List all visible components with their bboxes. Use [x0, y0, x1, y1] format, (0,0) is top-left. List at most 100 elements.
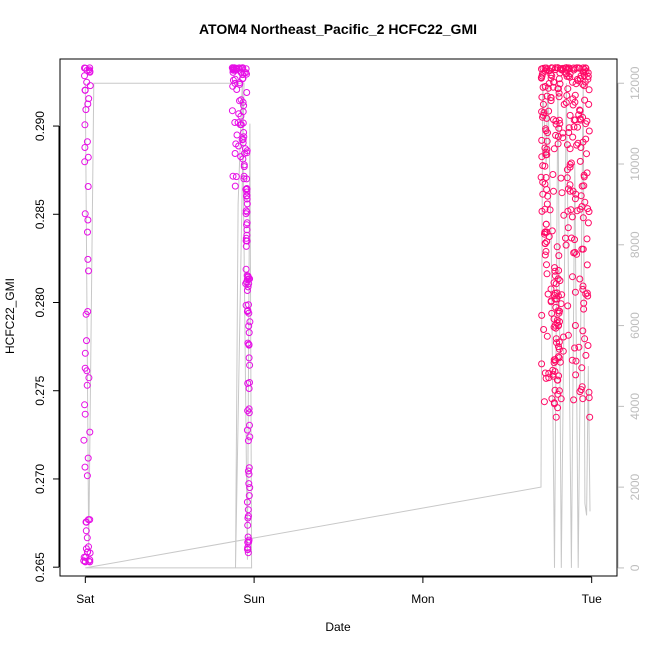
- data-point: [566, 73, 574, 81]
- data-point: [233, 131, 241, 139]
- data-point: [557, 395, 565, 403]
- x-tick-label: Sat: [76, 592, 95, 606]
- data-point: [538, 311, 546, 319]
- data-point: [83, 337, 90, 345]
- data-point: [82, 545, 90, 553]
- data-point: [570, 123, 578, 131]
- data-point: [243, 185, 251, 193]
- data-point: [541, 251, 549, 259]
- data-point: [581, 335, 589, 343]
- data-point: [240, 161, 248, 169]
- data-point: [571, 65, 579, 73]
- data-point: [245, 405, 253, 413]
- data-point: [246, 361, 254, 369]
- data-point: [243, 195, 251, 203]
- data-point: [545, 107, 553, 115]
- data-point: [576, 157, 584, 165]
- data-point: [568, 356, 576, 364]
- data-point: [564, 64, 572, 72]
- data-point: [547, 94, 555, 101]
- data-point: [555, 89, 563, 97]
- data-point: [243, 426, 251, 434]
- data-point: [243, 200, 251, 208]
- data-point: [579, 395, 587, 403]
- data-point: [542, 64, 550, 72]
- data-point: [546, 206, 554, 214]
- data-point: [563, 92, 571, 99]
- data-point: [584, 72, 592, 80]
- data-point: [576, 275, 584, 283]
- data-point: [584, 219, 592, 227]
- data-point: [244, 307, 252, 315]
- data-point: [245, 280, 253, 288]
- data-point: [538, 360, 546, 368]
- data-point: [233, 86, 241, 93]
- data-point: [231, 119, 239, 126]
- data-point: [86, 64, 94, 72]
- data-point: [84, 548, 92, 556]
- data-point: [241, 145, 249, 153]
- data-point: [585, 394, 593, 402]
- data-point: [85, 557, 93, 565]
- chart-title: ATOM4 Northeast_Pacific_2 HCFC22_GMI: [199, 21, 477, 37]
- data-point: [245, 538, 253, 546]
- data-point: [539, 83, 547, 91]
- data-point: [82, 527, 90, 535]
- data-point: [540, 326, 548, 333]
- data-point: [562, 241, 570, 249]
- data-point: [245, 492, 253, 500]
- y2-tick-label: 8000: [628, 231, 642, 258]
- data-point: [83, 78, 91, 86]
- data-point: [246, 484, 254, 492]
- data-point: [571, 344, 579, 352]
- data-point: [552, 117, 560, 125]
- data-point: [550, 145, 558, 153]
- data-point: [555, 267, 563, 274]
- data-point: [559, 347, 567, 355]
- data-point: [564, 185, 572, 193]
- data-point: [554, 275, 562, 283]
- data-point: [537, 173, 545, 181]
- data-point: [242, 207, 250, 215]
- data-point: [562, 99, 570, 107]
- data-point: [556, 65, 564, 73]
- data-point: [229, 68, 237, 76]
- data-point: [580, 68, 588, 76]
- data-point: [241, 149, 248, 157]
- data-point: [567, 159, 575, 167]
- data-point: [564, 331, 572, 339]
- data-point: [238, 65, 246, 72]
- data-point: [81, 410, 89, 418]
- data-point: [246, 433, 254, 441]
- data-point: [83, 472, 91, 480]
- y-tick-label: 0.270: [33, 464, 47, 494]
- data-point: [555, 252, 563, 260]
- data-point: [243, 221, 251, 229]
- data-point: [559, 134, 567, 142]
- data-point: [243, 89, 251, 96]
- data-point: [544, 129, 551, 137]
- x-axis: Sat Sun Mon Tue: [76, 576, 602, 606]
- data-point: [580, 182, 588, 190]
- data-point: [555, 372, 563, 380]
- data-point: [81, 72, 88, 80]
- data-point: [571, 195, 579, 203]
- data-point: [547, 97, 555, 105]
- data-point: [81, 349, 89, 357]
- data-point: [243, 175, 251, 183]
- data-point: [563, 174, 571, 182]
- data-point: [555, 338, 563, 346]
- data-point: [85, 267, 92, 275]
- data-point: [551, 295, 559, 303]
- data-point: [245, 275, 253, 283]
- data-point: [554, 390, 562, 398]
- data-point: [568, 234, 575, 242]
- data-point: [541, 180, 549, 188]
- data-point: [585, 127, 593, 135]
- data-point: [543, 332, 551, 340]
- x-tick-label: Mon: [411, 592, 434, 606]
- data-point: [566, 181, 574, 189]
- data-point: [541, 205, 549, 213]
- data-point: [245, 409, 253, 417]
